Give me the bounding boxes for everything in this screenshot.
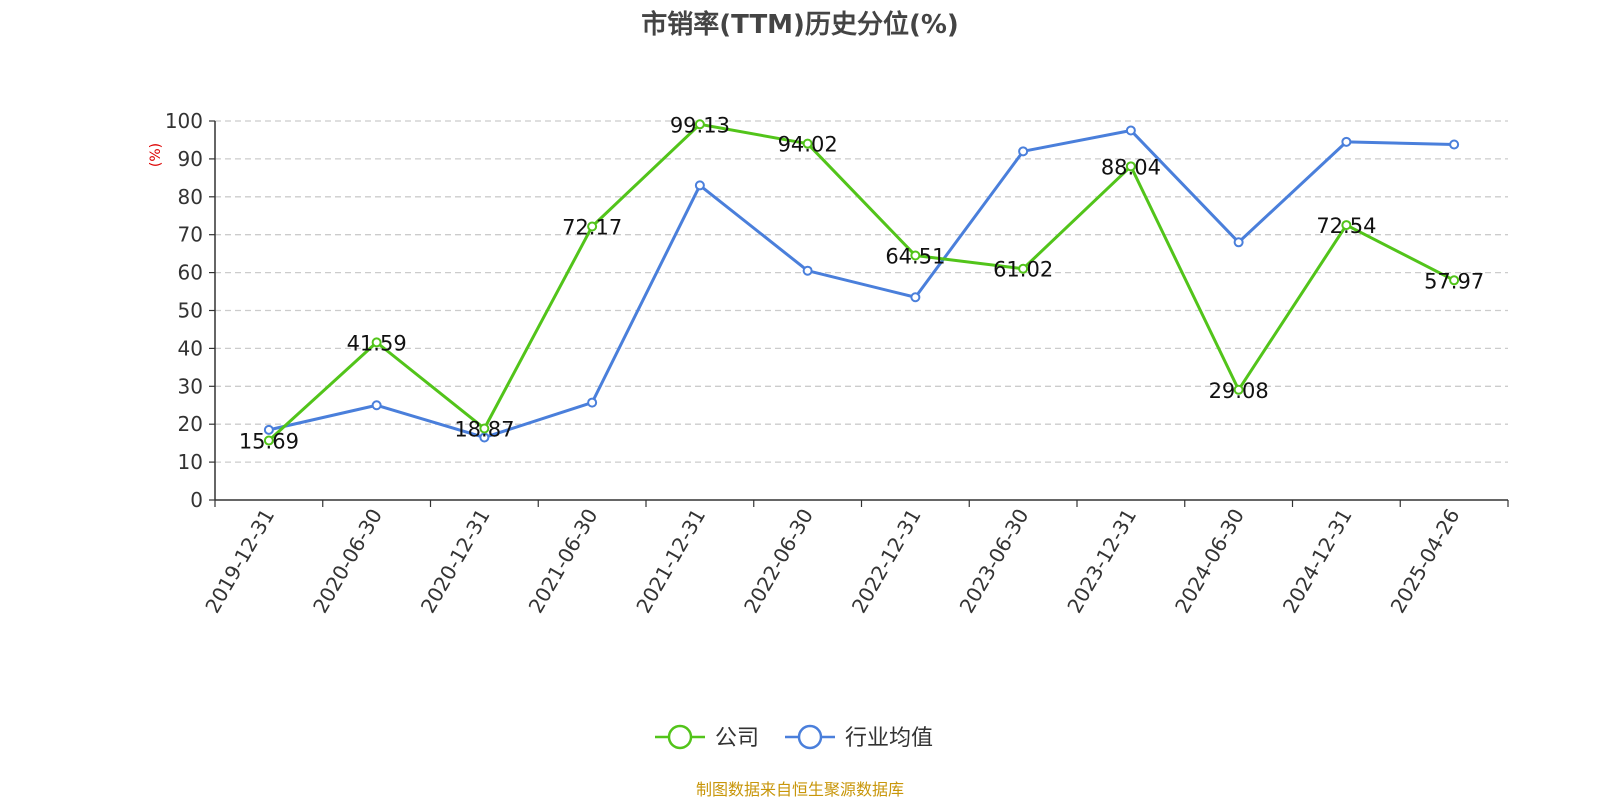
data-label: 88.04 — [1101, 155, 1161, 179]
data-label: 61.02 — [993, 258, 1053, 282]
series-line — [268, 128, 1455, 439]
series-line — [267, 122, 1455, 442]
legend-marker — [667, 724, 693, 750]
legend-label: 公司 — [715, 726, 759, 751]
data-label: 72.54 — [1316, 214, 1376, 238]
data-label: 18.87 — [454, 417, 514, 441]
x-tick-label: 2024-06-30 — [1170, 505, 1249, 618]
data-point — [910, 250, 921, 261]
x-tick-label: 2020-12-31 — [416, 505, 495, 618]
data-labels: 15.69 41.59 18.87 72.17 99.13 94.02 64.51 61.02… — [239, 113, 1484, 453]
x-tick-label: 2021-12-31 — [631, 505, 710, 618]
data-label: 29.08 — [1209, 379, 1269, 403]
data-point — [1341, 136, 1352, 147]
y-tick-label: 30 — [178, 374, 203, 398]
data-point — [587, 221, 598, 232]
x-tick-label: 2023-12-31 — [1062, 505, 1141, 618]
y-tick-label: 60 — [178, 261, 203, 285]
data-label: 64.51 — [885, 245, 945, 269]
data-label: 94.02 — [778, 133, 838, 157]
series-layer — [263, 119, 1460, 446]
data-point — [802, 265, 813, 276]
data-label: 57.97 — [1424, 269, 1484, 293]
x-tick-label: 2022-06-30 — [739, 505, 818, 618]
data-point — [1018, 263, 1029, 274]
data-point — [1125, 125, 1136, 136]
legend: 公司 行业均值 — [655, 724, 933, 751]
x-tick-label: 2020-06-30 — [308, 505, 387, 618]
data-point — [694, 119, 705, 130]
y-tick-label: 0 — [190, 488, 203, 512]
data-point — [587, 397, 598, 408]
y-tick-label: 40 — [178, 336, 203, 360]
data-point — [1449, 275, 1460, 286]
legend-label: 行业均值 — [845, 726, 933, 751]
y-tick-label: 20 — [178, 412, 203, 436]
source-note: 制图数据来自恒生聚源数据库 — [696, 780, 904, 799]
data-point — [1341, 220, 1352, 231]
data-label: 15.69 — [239, 430, 299, 454]
data-point — [263, 435, 274, 446]
data-label: 99.13 — [670, 113, 730, 137]
data-point — [802, 138, 813, 149]
data-point — [1233, 384, 1244, 395]
data-point — [1449, 139, 1460, 150]
y-tick-label: 100 — [165, 109, 203, 133]
data-label: 41.59 — [347, 331, 407, 355]
data-point — [479, 423, 490, 434]
data-point — [910, 292, 921, 303]
y-tick-label: 80 — [178, 185, 203, 209]
data-point — [1233, 237, 1244, 248]
y-tick-label: 70 — [178, 223, 203, 247]
data-point — [1125, 161, 1136, 172]
x-tick-label: 2025-04-26 — [1386, 505, 1465, 618]
x-tick-label: 2022-12-31 — [847, 505, 926, 618]
data-label: 72.17 — [562, 215, 622, 239]
chart-title: 市销率(TTM)历史分位(%) — [641, 9, 959, 40]
legend-marker — [797, 724, 823, 750]
data-point — [371, 337, 382, 348]
axes: 0 10 20 30 40 50 60 70 80 90 100 2019-12-31 2020-06-… — [165, 109, 1509, 618]
data-point — [263, 424, 274, 435]
x-tick-label: 2024-12-31 — [1278, 505, 1357, 618]
data-point — [1018, 146, 1029, 157]
x-tick-label: 2023-06-30 — [955, 505, 1034, 618]
y-tick-label: 90 — [178, 147, 203, 171]
x-tick-label: 2019-12-31 — [200, 505, 279, 618]
x-tick-label: 2021-06-30 — [524, 505, 603, 618]
y-axis-label: (%) — [148, 143, 164, 167]
y-tick-label: 10 — [178, 450, 203, 474]
data-point — [371, 400, 382, 411]
y-tick-label: 50 — [178, 299, 203, 323]
data-point — [694, 180, 705, 191]
